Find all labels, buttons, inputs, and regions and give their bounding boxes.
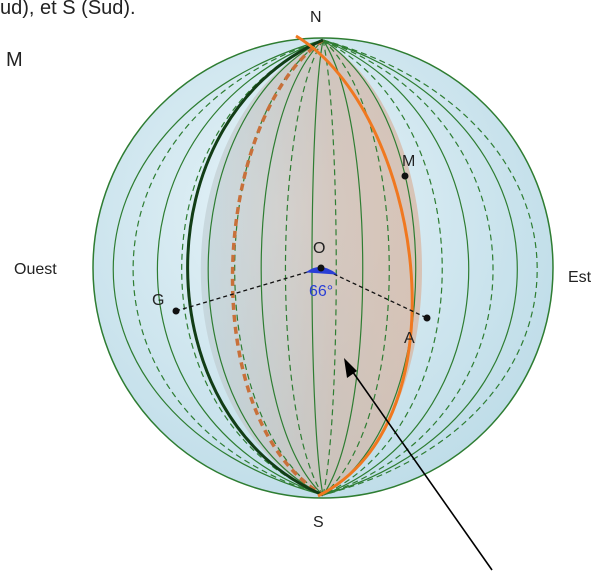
point-o	[317, 264, 325, 272]
point-m	[401, 172, 409, 180]
front-meridian-8	[322, 39, 518, 496]
radius-oa	[320, 267, 428, 319]
back-meridian-0	[132, 39, 324, 496]
pointer-arrow-head	[344, 358, 357, 378]
pointer-arrow-line	[349, 367, 493, 571]
dark-meridian-g	[186, 38, 324, 497]
back-meridian-7	[322, 39, 494, 496]
point-g	[172, 307, 180, 315]
front-meridian-2	[207, 39, 324, 496]
front-meridian-5	[322, 39, 364, 496]
header-text: ud), et S (Sud).	[0, 0, 136, 19]
dashed-orange-meridian	[230, 38, 325, 497]
front-meridian-7	[322, 39, 470, 496]
point-a	[423, 314, 431, 322]
label-point-m: M	[402, 153, 415, 170]
back-meridian-6	[322, 39, 443, 496]
front-meridian-6	[322, 39, 417, 496]
front-meridian-3	[260, 39, 324, 496]
front-meridian-0	[112, 39, 324, 496]
angle-label: 66°	[309, 283, 333, 300]
label-center-o: O	[313, 240, 325, 257]
back-meridian-4	[322, 39, 337, 496]
back-meridian-3	[284, 39, 324, 496]
radius-og	[175, 267, 322, 312]
label-point-a: A	[404, 330, 415, 347]
label-west: Ouest	[14, 261, 57, 278]
meridian-lines	[112, 39, 538, 496]
orange-meridian-a	[295, 34, 414, 498]
back-meridian-5	[322, 39, 390, 496]
corner-label-m: M	[6, 49, 23, 71]
front-meridian-1	[156, 39, 324, 496]
label-east: Est	[568, 269, 592, 286]
label-north: N	[310, 9, 322, 26]
label-south: S	[313, 514, 324, 531]
label-point-g: G	[152, 292, 164, 309]
